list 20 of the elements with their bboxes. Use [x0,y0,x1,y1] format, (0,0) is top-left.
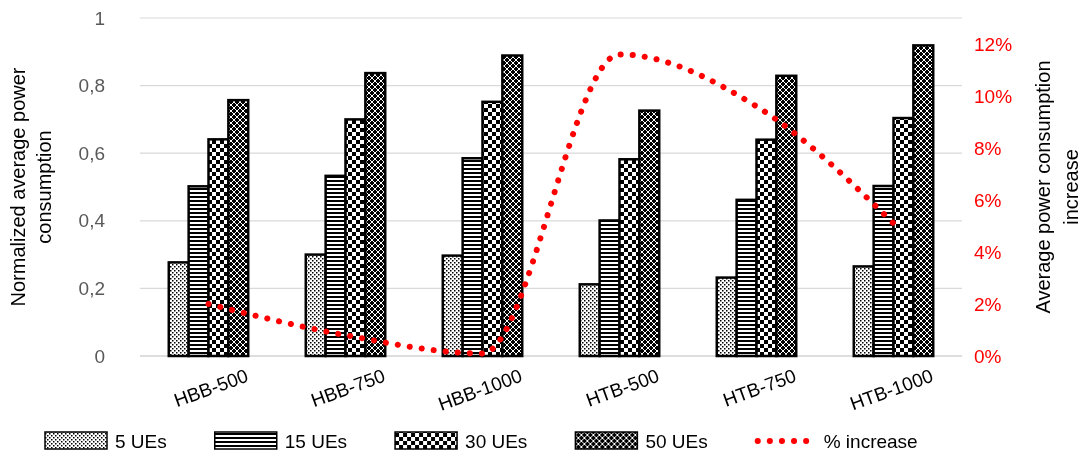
y2-tick-label: 12% [974,33,1013,55]
y-tick-label: 0 [94,345,105,367]
legend-label: % increase [823,431,918,452]
legend-label: 15 UEs [284,431,348,452]
y2-tick-label: 2% [974,293,1002,315]
y2-tick-label: 6% [974,189,1002,211]
legend-label: 5 UEs [115,431,167,452]
y-tick-label: 0,2 [78,277,105,299]
y2-tick-label: 8% [974,137,1002,159]
legend-label: 50 UEs [645,431,708,452]
y2-tick-label: 0% [974,345,1002,367]
y2-axis-title: Average power consumption increase [1032,60,1082,314]
y-tick-label: 0,8 [78,75,105,97]
y2-tick-label: 4% [974,241,1002,263]
y-tick-label: 1 [94,7,105,29]
y-tick-label: 0,4 [78,210,106,232]
y-tick-label: 0,6 [78,142,105,164]
legend-label: 30 UEs [465,431,528,452]
y2-tick-label: 10% [974,85,1013,107]
y-axis-title: Normalized average power consumption [7,67,55,307]
